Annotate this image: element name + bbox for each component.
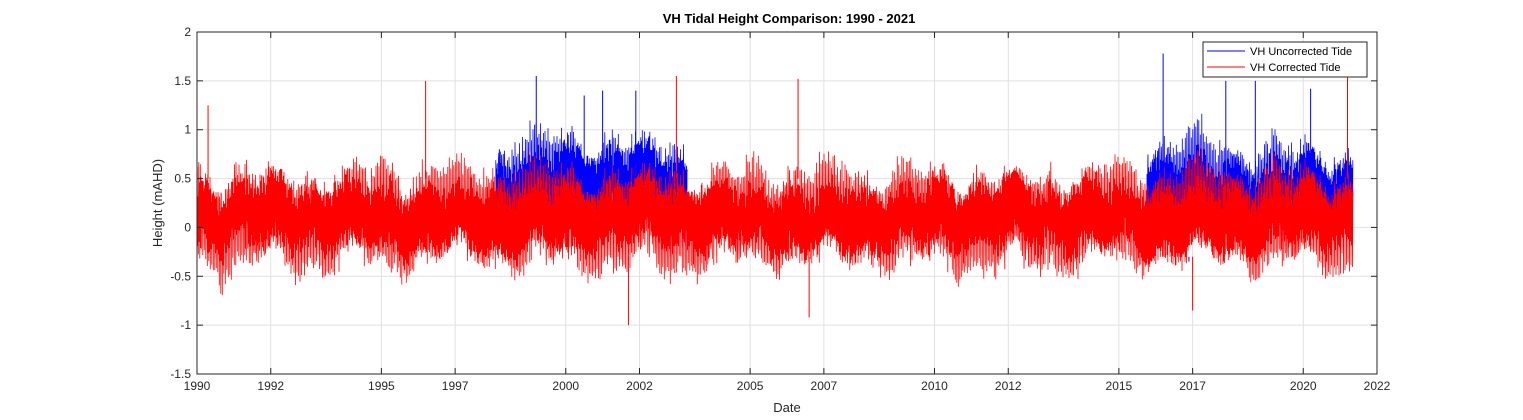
x-tick-label: 2005 [737,379,764,393]
series-line-corrected [196,145,1354,296]
x-tick-label: 2012 [995,379,1022,393]
x-tick-label: 2015 [1106,379,1133,393]
legend-label-corrected: VH Corrected Tide [1250,62,1340,74]
x-tick-label: 2007 [811,379,838,393]
legend-box [1202,41,1368,78]
y-tick-labels: -1.5 -1 -0.5 0 0.5 1 1.5 2 [170,25,191,381]
y-axis-label: Height (mAHD) [150,159,165,247]
x-tick-label: 2020 [1290,379,1317,393]
x-axis-label: Date [773,400,800,415]
plot-frame [196,31,1378,375]
y-tick-label: 2 [184,25,191,39]
x-tick-label: 2010 [921,379,948,393]
x-tick-labels: 1990 1992 1995 1997 2000 2002 2005 2007 2010 2012… [184,379,1391,393]
y-tick-label: 1 [184,123,191,137]
legend-label-uncorrected: VH Uncorrected Tide [1250,46,1352,58]
x-tick-label: 2017 [1179,379,1206,393]
y-tick-label: -0.5 [170,269,191,283]
ticks [196,31,1378,375]
x-tick-label: 2000 [552,379,579,393]
x-tick-label: 1995 [368,379,395,393]
y-tick-label: 1.5 [174,74,191,88]
y-tick-label: -1.5 [170,367,191,381]
x-tick-label: 1992 [257,379,284,393]
legend: VH Uncorrected Tide VH Corrected Tide [1202,41,1368,78]
y-tick-label: 0 [184,220,191,234]
data-layer [196,53,1354,326]
x-tick-label: 2002 [626,379,653,393]
y-tick-label: 0.5 [174,172,191,186]
x-tick-label: 1997 [442,379,469,393]
chart-title: VH Tidal Height Comparison: 1990 - 2021 [663,11,916,26]
x-tick-label: 2022 [1364,379,1391,393]
y-tick-label: -1 [180,318,191,332]
x-tick-label: 1990 [184,379,211,393]
